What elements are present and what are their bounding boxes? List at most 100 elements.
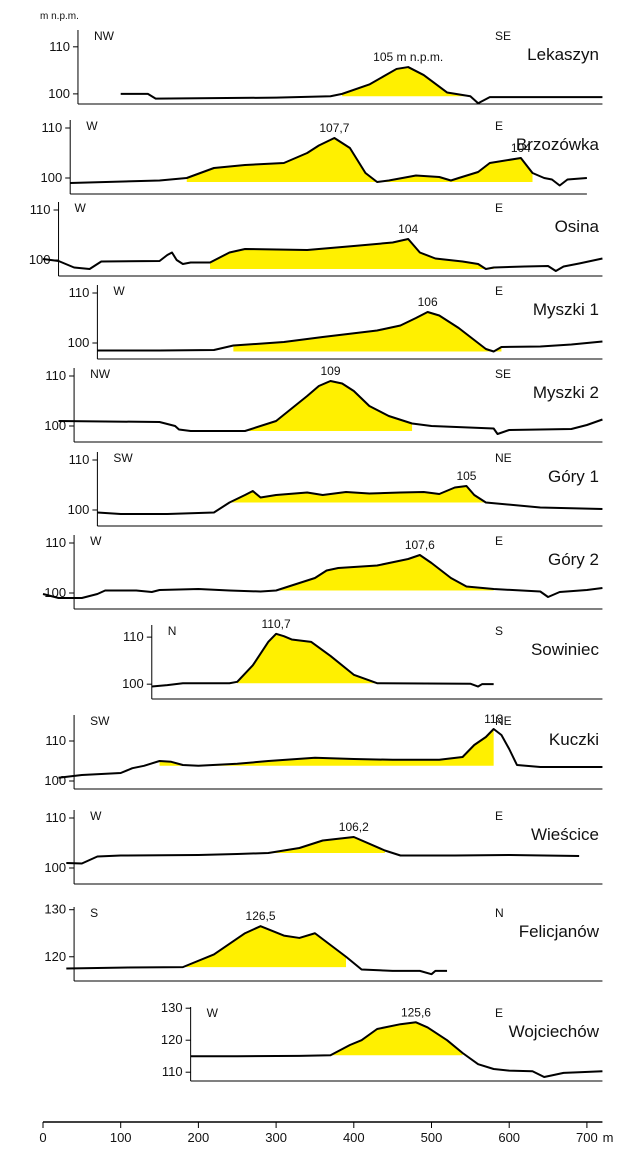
direction-right-label: E bbox=[495, 119, 503, 133]
direction-left-label: W bbox=[90, 534, 102, 548]
profile-name: Wieścice bbox=[531, 825, 599, 844]
profile-2: 110 100 W E Brzozówka 107,7 104 bbox=[40, 119, 600, 195]
y-tick-label: 110 bbox=[30, 202, 51, 217]
hill-fill bbox=[229, 486, 486, 503]
peak-label: 104 bbox=[398, 222, 418, 236]
peak-label: 106 bbox=[418, 295, 438, 309]
y-tick-label: 110 bbox=[45, 535, 66, 550]
profile-line bbox=[42, 238, 603, 272]
y-tick-label: 100 bbox=[40, 170, 62, 185]
direction-left-label: NW bbox=[94, 29, 115, 43]
profile-line bbox=[42, 554, 603, 599]
peak-label-2: 104 bbox=[511, 141, 531, 155]
profile-name: Góry 1 bbox=[548, 467, 599, 486]
direction-left-label: SW bbox=[113, 451, 133, 465]
profile-8: 110 100 N S Sowiniec 110,7 bbox=[122, 617, 603, 700]
y-tick-label: 100 bbox=[122, 676, 144, 691]
x-tick-label: 700 bbox=[576, 1130, 598, 1145]
direction-right-label: E bbox=[495, 1006, 503, 1020]
y-tick-label: 100 bbox=[68, 335, 90, 350]
profile-line bbox=[190, 1021, 603, 1078]
profile-name: Lekaszyn bbox=[527, 45, 599, 64]
x-tick-label: 0 bbox=[39, 1130, 46, 1145]
y-tick-label: 120 bbox=[44, 949, 66, 964]
direction-left-label: S bbox=[90, 906, 98, 920]
profile-name: Felicjanów bbox=[519, 922, 600, 941]
profile-name: Myszki 2 bbox=[533, 383, 599, 402]
peak-label: 106,2 bbox=[339, 820, 369, 834]
y-tick-label: 110 bbox=[41, 120, 62, 135]
direction-left-label: NW bbox=[90, 367, 111, 381]
peak-label: 107,6 bbox=[405, 538, 435, 552]
direction-right-label: E bbox=[495, 809, 503, 823]
y-tick-label: 100 bbox=[48, 86, 70, 101]
y-tick-label: 100 bbox=[29, 252, 51, 267]
hill-fill bbox=[237, 633, 378, 684]
peak-label: 126,5 bbox=[246, 909, 276, 923]
elevation-unit-label: m n.p.m. bbox=[40, 11, 79, 22]
profile-4: 110 100 W E Myszki 1 106 bbox=[68, 284, 603, 360]
y-tick-label: 130 bbox=[161, 1000, 183, 1015]
peak-label: 113 bbox=[484, 712, 503, 726]
direction-left-label: N bbox=[168, 624, 177, 638]
x-tick-label: 200 bbox=[188, 1130, 210, 1145]
peak-label: 107,7 bbox=[319, 121, 349, 135]
y-tick-label: 110 bbox=[45, 810, 66, 825]
hill-fill bbox=[245, 381, 413, 431]
profile-name: Góry 2 bbox=[548, 550, 599, 569]
hill-fill bbox=[182, 926, 347, 968]
y-tick-label: 110 bbox=[123, 629, 144, 644]
direction-right-label: NE bbox=[495, 451, 512, 465]
x-tick-label: 500 bbox=[421, 1130, 443, 1145]
profile-line bbox=[97, 311, 603, 353]
direction-right-label: NE bbox=[495, 714, 512, 728]
x-axis: 0 100 200 300 400 500 600 700 m bbox=[39, 1121, 614, 1145]
profile-line bbox=[58, 728, 603, 779]
x-axis-unit-label: m bbox=[603, 1130, 614, 1145]
hill-fill bbox=[330, 1022, 463, 1056]
profile-name: Kuczki bbox=[549, 730, 599, 749]
y-tick-label: 110 bbox=[69, 452, 90, 467]
profile-line bbox=[66, 836, 580, 865]
y-tick-label: 100 bbox=[68, 502, 90, 517]
direction-left-label: W bbox=[207, 1006, 219, 1020]
direction-left-label: W bbox=[75, 201, 87, 215]
profile-1: 110 100 NW SE Lekaszyn 105 m n.p.m. bbox=[48, 29, 603, 105]
profile-name: Osina bbox=[555, 217, 600, 236]
direction-left-label: W bbox=[113, 284, 125, 298]
direction-left-label: SW bbox=[90, 714, 110, 728]
profile-name: Sowiniec bbox=[531, 640, 600, 659]
peak-label: 125,6 bbox=[401, 1005, 431, 1019]
x-tick-label: 600 bbox=[498, 1130, 520, 1145]
profile-line bbox=[70, 137, 587, 187]
direction-right-label: SE bbox=[495, 29, 511, 43]
profile-11: 130 120 S N Felicjanów 126,5 bbox=[44, 902, 603, 982]
peak-label: 105 bbox=[456, 469, 476, 483]
hill-fill bbox=[186, 138, 533, 182]
y-tick-label: 120 bbox=[161, 1032, 183, 1047]
y-tick-label: 130 bbox=[44, 902, 66, 917]
direction-right-label: E bbox=[495, 284, 503, 298]
peak-label: 110,7 bbox=[262, 617, 291, 631]
y-tick-label: 110 bbox=[69, 285, 90, 300]
profile-name: Brzozówka bbox=[516, 135, 600, 154]
profile-line bbox=[66, 925, 448, 976]
y-tick-label: 110 bbox=[162, 1064, 183, 1079]
hill-fill bbox=[276, 555, 494, 591]
profile-line bbox=[97, 485, 603, 515]
peak-label: 109 bbox=[320, 364, 340, 378]
profile-name: Myszki 1 bbox=[533, 300, 599, 319]
profile-12: 130 120 110 W E Wojciechów 125,6 bbox=[161, 1000, 603, 1082]
direction-right-label: N bbox=[495, 906, 504, 920]
direction-right-label: E bbox=[495, 534, 503, 548]
hill-fill bbox=[342, 67, 471, 97]
profile-10: 110 100 W E Wieścice 106,2 bbox=[44, 809, 603, 885]
profile-line bbox=[120, 66, 603, 105]
profile-9: 110 100 SW NE Kuczki 113 bbox=[44, 712, 603, 790]
x-tick-label: 100 bbox=[110, 1130, 132, 1145]
hill-fill bbox=[210, 239, 494, 269]
